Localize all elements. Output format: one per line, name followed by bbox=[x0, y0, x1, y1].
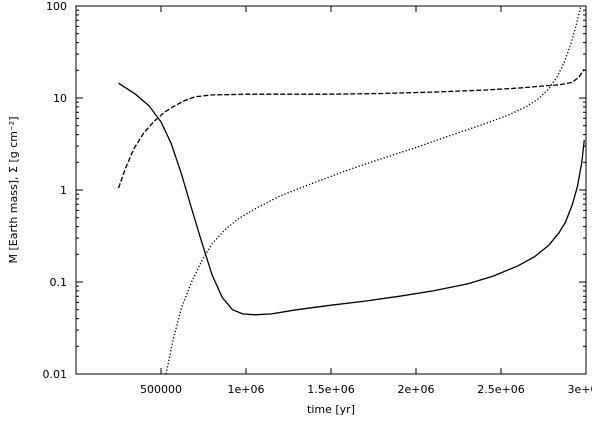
series-line-dashed bbox=[117, 68, 585, 189]
x-axis-label: time [yr] bbox=[307, 403, 355, 416]
y-tick-label: 10 bbox=[53, 92, 67, 105]
series-line-solid bbox=[118, 82, 585, 316]
series-line-dotted bbox=[165, 5, 582, 375]
x-axis-ticks: 500000 1e+06 1.5e+06 2e+06 2.5e+06 3e+06 bbox=[140, 6, 592, 396]
plot-frame bbox=[75, 5, 587, 375]
series-layer bbox=[117, 5, 585, 375]
y-axis-label: M [Earth mass], Σ [g cm⁻²] bbox=[7, 117, 20, 264]
y-tick-label: 0.01 bbox=[43, 368, 68, 381]
y-tick-label: 0.1 bbox=[50, 276, 68, 289]
x-tick-label: 1.5e+06 bbox=[307, 383, 354, 396]
x-tick-label: 2.5e+06 bbox=[477, 383, 524, 396]
x-tick-label: 2e+06 bbox=[398, 383, 435, 396]
x-tick-label: 3e+06 bbox=[568, 383, 592, 396]
x-tick-label: 500000 bbox=[140, 383, 182, 396]
y-tick-label: 1 bbox=[60, 184, 67, 197]
y-tick-label: 100 bbox=[46, 0, 67, 13]
x-tick-label: 1e+06 bbox=[228, 383, 265, 396]
y-axis-ticks: 0.01 0.1 1 10 100 bbox=[43, 0, 586, 381]
